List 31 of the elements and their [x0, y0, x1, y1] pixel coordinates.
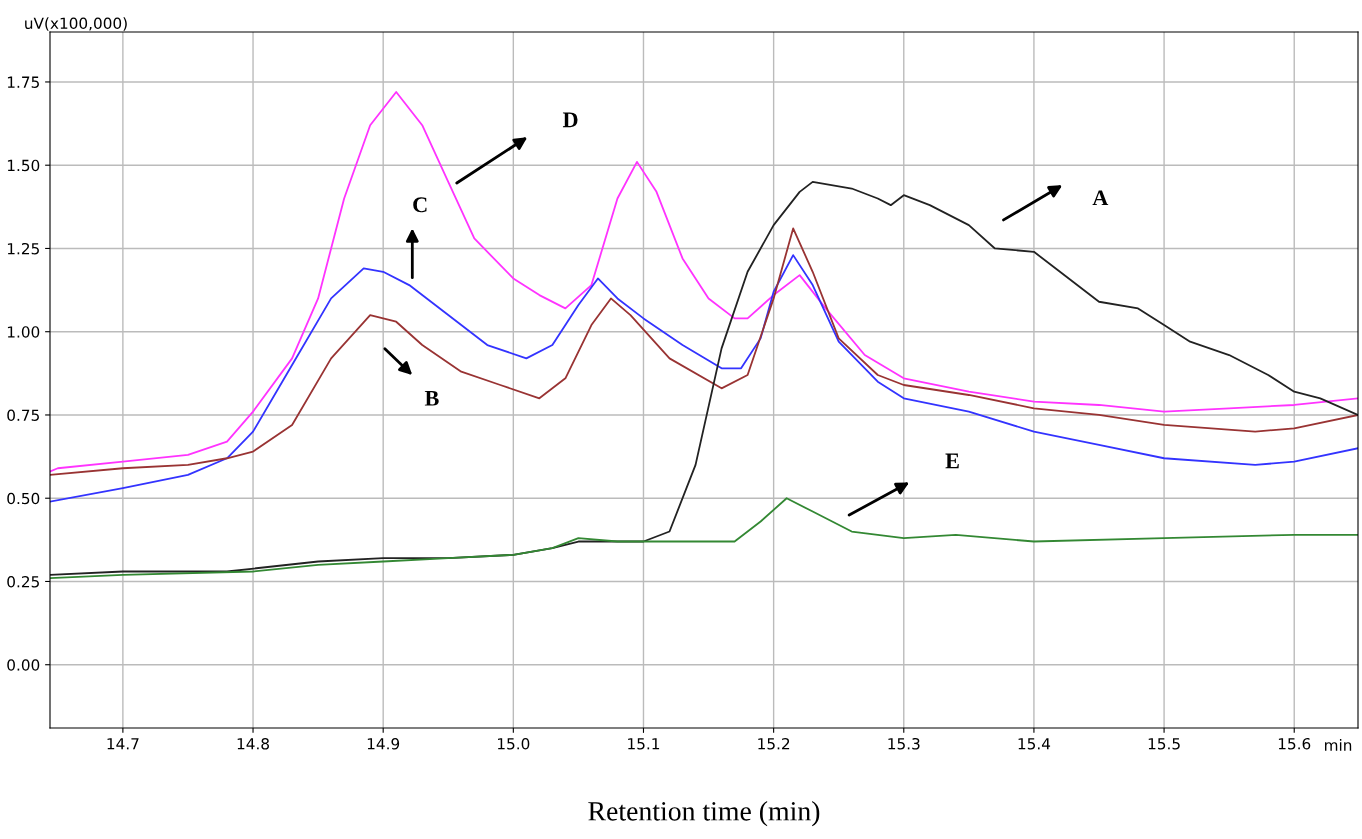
x-tick-label: 14.7: [107, 738, 139, 750]
line-series: [50, 497, 1358, 580]
line-series: [50, 180, 1358, 576]
y-tick-label: 1.50: [7, 159, 40, 172]
x-axis-title: Retention time (min): [588, 801, 820, 827]
y-tick-label: 1.00: [7, 326, 40, 338]
annotation: B: [424, 390, 439, 406]
y-tick-label: 0.75: [7, 409, 39, 421]
x-tick-label: 15.4: [1018, 738, 1051, 750]
y-tick-label: 0.25: [7, 575, 39, 588]
annotation: A: [1092, 190, 1109, 206]
x-tick-label: 15.0: [498, 737, 530, 750]
annotation: D: [562, 112, 578, 128]
annotation: C: [413, 197, 427, 213]
x-tick-label: 15.5: [1148, 738, 1180, 750]
x-tick-label: 15.1: [628, 738, 660, 750]
x-tick-label: 15.6: [1278, 737, 1311, 750]
x-tick-label: 15.3: [888, 737, 920, 750]
y-tick-label: 0.00: [7, 659, 40, 671]
y-tick-label: 1.75: [7, 76, 39, 88]
x-tick-label: 14.9: [367, 737, 400, 750]
annotation: E: [945, 453, 959, 469]
line-series: [50, 91, 1358, 473]
y-axis-title: uV(x100,000): [25, 17, 127, 31]
y-tick-label: 1.25: [7, 242, 39, 255]
x-tick-label: 14.8: [237, 737, 269, 750]
line-series: [50, 254, 1358, 503]
line-series: [50, 227, 1358, 476]
y-tick-label: 0.50: [7, 492, 40, 505]
text: min: [1325, 739, 1352, 751]
x-tick-label: 15.2: [758, 737, 790, 750]
